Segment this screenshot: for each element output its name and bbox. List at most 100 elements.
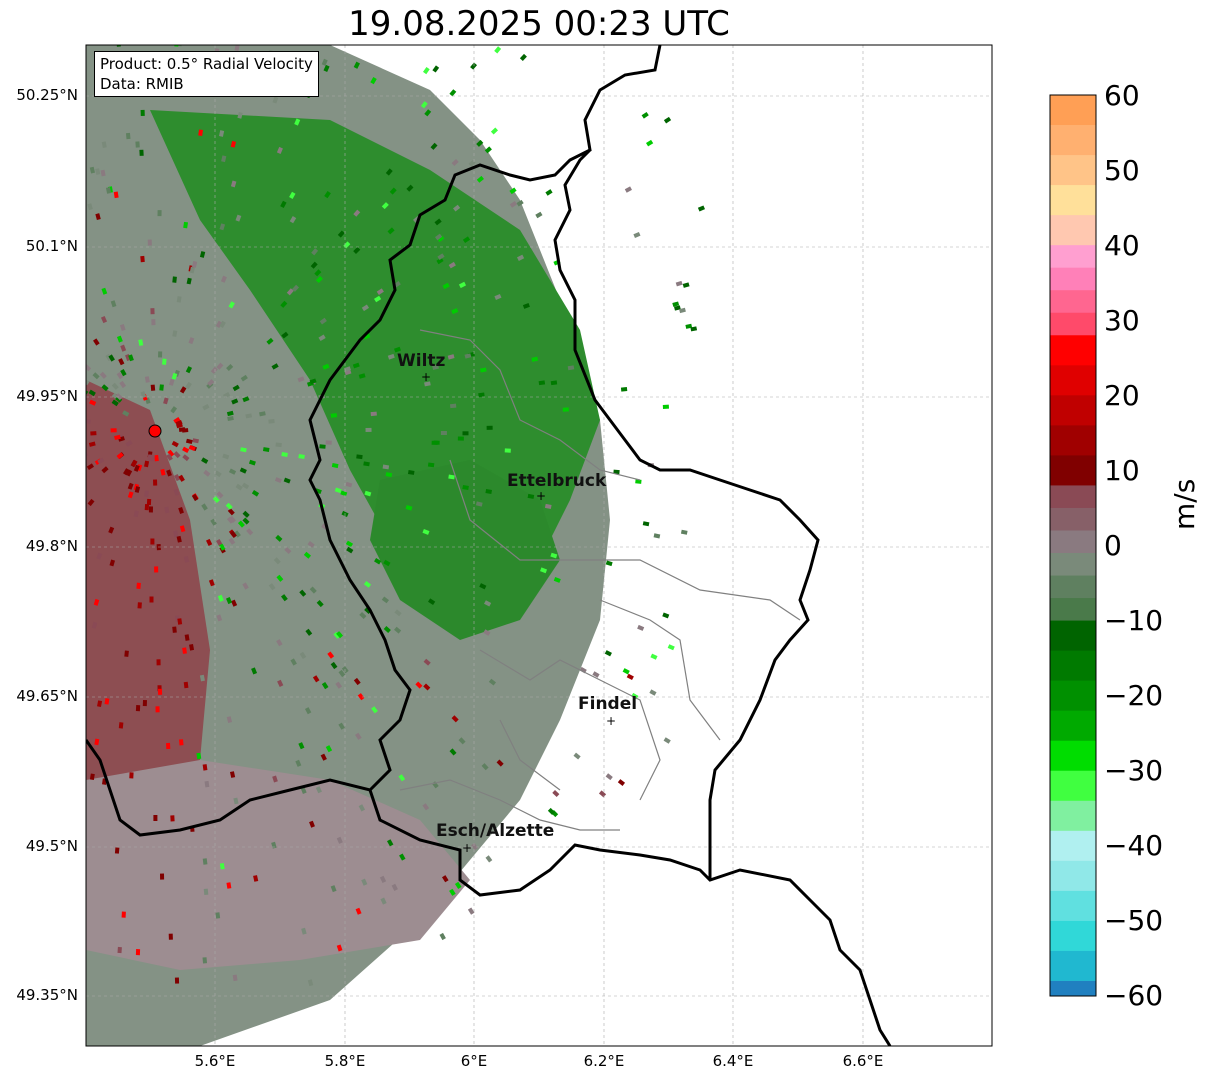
lon-tick-label: 6.6°E [842, 1052, 884, 1070]
velocity-pixel [245, 413, 253, 419]
velocity-field [86, 45, 610, 1046]
velocity-pixel [101, 141, 107, 148]
velocity-pixel [496, 759, 504, 767]
velocity-pixel [527, 493, 535, 499]
velocity-pixel [174, 977, 180, 984]
velocity-pixel [185, 381, 192, 390]
velocity-pixel [123, 468, 130, 476]
velocity-pixel [234, 45, 240, 52]
velocity-pixel [458, 281, 467, 289]
colorbar-bands [1050, 95, 1096, 997]
velocity-pixel [177, 618, 183, 625]
velocity-pixel [579, 666, 587, 674]
velocity-pixel [231, 398, 239, 405]
velocity-pixel [274, 477, 282, 484]
velocity-pixel [604, 650, 612, 657]
velocity-pixel [248, 459, 256, 466]
velocity-pixel [173, 417, 181, 424]
velocity-pixel [272, 96, 279, 104]
velocity-pixel [268, 583, 276, 591]
velocity-pixel [359, 611, 367, 620]
velocity-pixel [128, 354, 134, 362]
velocity-pixel [93, 338, 100, 346]
velocity-pixel [318, 334, 326, 342]
colorbar-tick: 30 [1104, 304, 1140, 337]
velocity-pixel [188, 337, 195, 345]
velocity-pixel [230, 530, 237, 538]
velocity-pixel [191, 493, 199, 502]
colorbar-band [1050, 920, 1096, 952]
velocity-pixel [376, 288, 384, 295]
velocity-pixel [481, 763, 489, 771]
velocity-pixel [387, 227, 395, 235]
velocity-pixel [327, 651, 335, 659]
velocity-pixel [111, 382, 119, 390]
product-info-box: Product: 0.5° Radial Velocity Data: RMIB [94, 51, 319, 97]
colorbar-band [1050, 598, 1096, 622]
velocity-pixel [439, 932, 446, 941]
velocity-pixel [573, 752, 581, 760]
velocity-pixel [338, 722, 345, 730]
colorbar-tick: 20 [1104, 379, 1140, 412]
colorbar-tick: 40 [1104, 229, 1140, 262]
velocity-pixel [105, 187, 112, 194]
velocity-pixel [298, 742, 305, 750]
velocity-pixel [374, 558, 382, 565]
velocity-pixel [268, 418, 275, 424]
lat-tick-label: 49.65°N [16, 687, 78, 705]
velocity-pixel [144, 460, 150, 468]
velocity-pixel [135, 704, 141, 712]
colorbar-band [1050, 650, 1096, 682]
velocity-pixel [185, 366, 193, 374]
velocity-pixel [120, 344, 127, 352]
velocity-pixel [154, 566, 159, 573]
velocity-pixel [182, 647, 187, 654]
velocity-pixel [235, 483, 243, 491]
velocity-pixel [682, 282, 690, 288]
colorbar-band [1050, 185, 1096, 216]
velocity-pixel [234, 530, 241, 538]
velocity-pixel [663, 116, 672, 124]
velocity-pixel [363, 333, 371, 340]
velocity-pixel [93, 598, 100, 606]
velocity-pixel [237, 111, 243, 119]
velocity-pixel [176, 535, 182, 543]
velocity-pixel [157, 210, 162, 217]
velocity-pixel [118, 722, 124, 729]
velocity-pixel [219, 543, 226, 551]
velocity-pixel [166, 742, 171, 750]
inbound-region-center [370, 460, 560, 640]
velocity-pixel [620, 386, 628, 392]
velocity-pixel [179, 525, 186, 533]
velocity-pixel [226, 882, 232, 889]
velocity-pixel [637, 624, 645, 631]
velocity-pixel [96, 552, 103, 560]
product-line: Product: 0.5° Radial Velocity [100, 55, 313, 73]
velocity-pixel [667, 644, 675, 651]
colorbar-band [1050, 335, 1096, 366]
velocity-pixel [246, 528, 254, 536]
velocity-pixel [363, 461, 370, 467]
velocity-pixel [115, 395, 123, 403]
velocity-pixel [124, 650, 129, 657]
velocity-pixel [357, 693, 365, 701]
velocity-pixel [135, 949, 141, 956]
velocity-pixel [136, 582, 141, 589]
velocity-pixel [109, 559, 115, 567]
velocity-pixel [475, 501, 483, 507]
velocity-pixel [462, 431, 469, 436]
velocity-pixel [330, 413, 338, 418]
velocity-pixel [240, 447, 247, 453]
colorbar-band [1050, 553, 1096, 577]
velocity-pixel [169, 378, 175, 386]
city-marker-findel: + [606, 714, 616, 728]
velocity-pixel [334, 487, 342, 494]
velocity-pixel [204, 780, 210, 788]
velocity-pixel [166, 453, 173, 461]
velocity-pixel [159, 384, 164, 391]
velocity-pixel [135, 141, 140, 148]
velocity-pixel [552, 789, 560, 798]
velocity-pixel [91, 621, 98, 629]
colorbar-tick: 0 [1104, 529, 1122, 562]
velocity-pixel [567, 365, 575, 371]
